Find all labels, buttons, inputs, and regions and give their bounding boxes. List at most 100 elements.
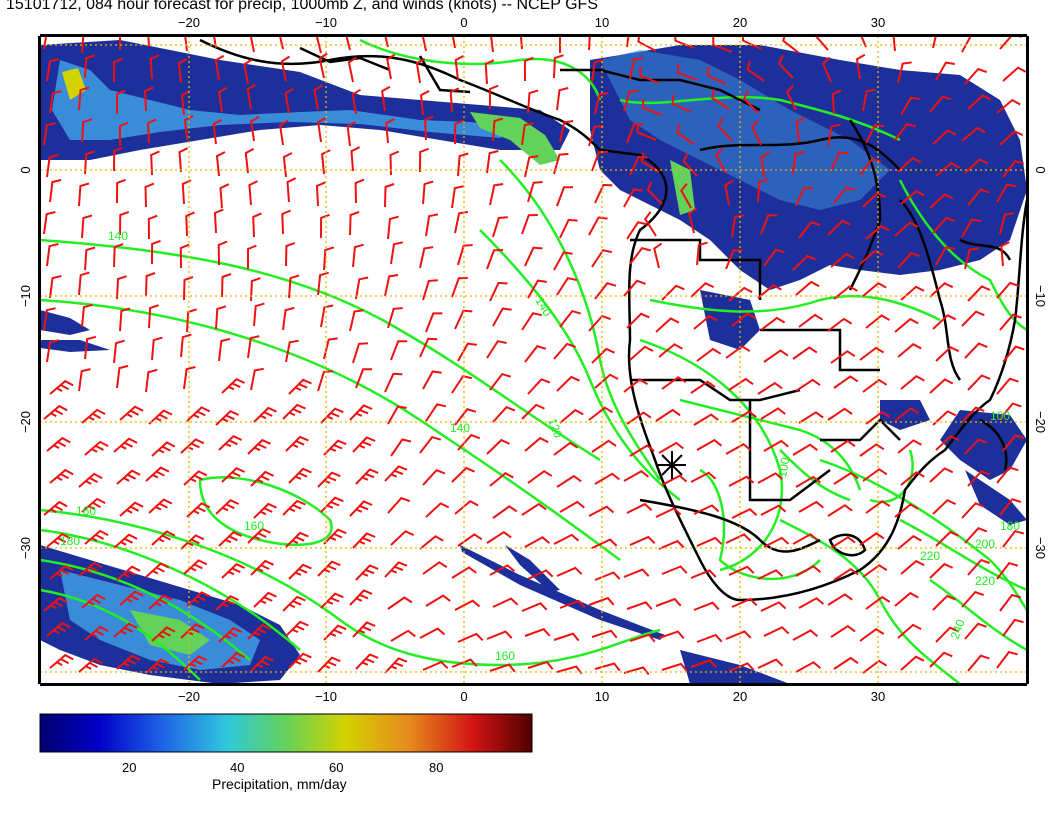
wind-barb <box>1002 434 1025 452</box>
wind-barb <box>629 633 656 643</box>
wind-barb <box>221 467 246 483</box>
wind-barb <box>147 118 157 144</box>
wind-barb <box>49 379 74 395</box>
wind-barb <box>178 147 189 173</box>
wind-barb <box>690 380 716 394</box>
wind-barb <box>84 150 96 175</box>
wind-barb <box>183 366 196 390</box>
wind-barb <box>655 507 682 518</box>
wind-barb <box>894 317 919 333</box>
wind-barb <box>661 474 688 486</box>
wind-barb <box>221 273 232 298</box>
axis-bar-bottom <box>40 683 1027 686</box>
wind-barb <box>932 498 957 515</box>
wind-barb <box>527 469 553 484</box>
wind-barb <box>43 307 56 331</box>
wind-barb <box>822 56 832 83</box>
wind-barb <box>865 314 890 329</box>
wind-barb <box>996 561 1019 580</box>
wind-barb <box>757 283 782 299</box>
wind-barb <box>929 193 954 209</box>
wind-barb <box>696 241 708 266</box>
wind-barb <box>145 272 156 297</box>
wind-barb <box>996 183 1017 203</box>
wind-barb <box>486 530 512 544</box>
wind-barb <box>833 471 859 485</box>
wind-barb <box>116 654 141 670</box>
wind-barb <box>623 279 646 297</box>
wind-barb <box>489 471 514 487</box>
wind-barb <box>671 94 692 113</box>
wind-barb <box>253 591 277 608</box>
contour-label: 240 <box>948 617 968 641</box>
wind-barb <box>629 535 656 546</box>
wind-barb <box>492 307 512 327</box>
wind-barb <box>833 375 859 389</box>
wind-barb <box>935 246 955 266</box>
wind-barb <box>591 439 617 453</box>
lon-tick: 0 <box>460 689 467 704</box>
lon-tick: 0 <box>460 15 467 30</box>
wind-barb <box>897 534 922 550</box>
wind-barb <box>253 406 277 423</box>
wind-barb <box>247 244 257 269</box>
lon-tick: 30 <box>871 689 885 704</box>
wind-barb <box>553 441 579 456</box>
wind-barb <box>859 157 882 176</box>
contour-label: 160 <box>244 519 264 533</box>
wind-barb <box>419 147 429 173</box>
station-marker <box>658 451 686 479</box>
wind-barb <box>559 599 586 609</box>
wind-barb <box>355 653 379 670</box>
wind-barb <box>384 372 403 393</box>
wind-barb <box>252 212 262 238</box>
wind-barb <box>763 536 790 548</box>
wind-barb <box>935 530 959 547</box>
wind-barb <box>629 246 651 265</box>
wind-barb <box>317 271 329 296</box>
wind-barb <box>964 158 989 174</box>
wind-barb <box>862 468 888 482</box>
wind-barb <box>860 36 867 48</box>
wind-barb <box>588 505 615 517</box>
wind-barb <box>527 89 539 114</box>
wind-barb <box>792 629 819 641</box>
wind-barb <box>559 500 585 513</box>
wind-barb <box>929 282 954 298</box>
wind-barb <box>317 116 327 143</box>
wind-barb <box>900 96 921 116</box>
wind-barb <box>247 623 271 640</box>
wind-barb <box>282 152 293 178</box>
wind-barb <box>725 249 743 270</box>
wind-barb <box>623 188 643 208</box>
wind-barb <box>929 95 952 113</box>
wind-barb <box>84 54 96 79</box>
wind-barb <box>386 53 396 80</box>
wind-barb <box>900 374 925 390</box>
contour-label: 120 <box>545 416 565 440</box>
axis-bar-top <box>40 34 1027 37</box>
wind-barb <box>78 182 90 207</box>
wind-barb <box>696 536 723 547</box>
wind-barb <box>746 60 765 82</box>
wind-barb <box>859 346 885 361</box>
wind-barb <box>521 502 547 516</box>
wind-barb <box>384 465 408 482</box>
contour-label: 160 <box>495 649 515 663</box>
wind-barb <box>116 364 129 389</box>
wind-barb <box>859 627 885 642</box>
wind-barb <box>865 410 891 425</box>
wind-barb <box>932 410 957 426</box>
wind-barb <box>778 54 794 79</box>
wind-barb <box>46 243 59 267</box>
wind-barb <box>696 633 723 643</box>
wind-barb <box>288 652 312 669</box>
wind-barb <box>116 89 126 114</box>
wind-barb <box>486 630 513 640</box>
wind-barb <box>389 150 400 176</box>
wind-barb <box>556 186 574 207</box>
contour-labels: 140 140 140 160 160 160 180 180 100 100 … <box>60 229 1020 663</box>
lat-tick: 0 <box>18 166 33 173</box>
wind-barb <box>390 438 412 457</box>
wind-barb <box>249 36 255 53</box>
